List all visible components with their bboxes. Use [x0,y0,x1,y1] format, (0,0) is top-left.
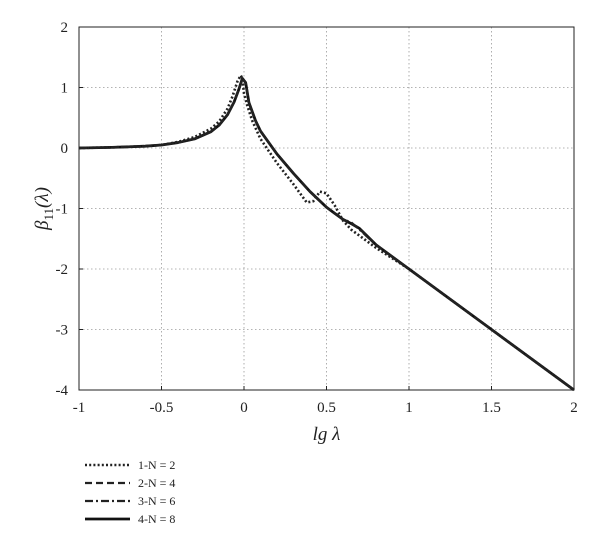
x-tick-label: 0.5 [317,400,336,416]
y-tick-label: -3 [56,323,69,339]
y-tick-label: -1 [56,202,69,218]
series-lines [78,74,575,392]
y-axis-label: β11(λ) [32,187,56,231]
y-axis-label-sub: 11 [41,208,56,221]
x-tick-label: -1 [73,400,86,416]
legend-label-1: 1-N = 2 [138,458,175,472]
x-tick-label: 1 [405,400,413,416]
y-axis-ticks: -4 -3 -2 -1 0 1 2 [56,20,83,399]
x-tick-label: 0 [240,400,248,416]
series-line-2 [78,77,575,391]
y-tick-label: 2 [61,20,69,36]
y-tick-label: -2 [56,262,69,278]
y-axis-label-main: β [32,220,53,231]
x-axis-label: lg λ [313,424,341,445]
x-axis-ticks: -1 -0.5 0 0.5 1 1.5 2 [73,386,578,416]
y-tick-label: 1 [61,81,69,97]
series-line-1 [78,74,575,392]
x-tick-label: 2 [570,400,578,416]
x-tick-label: 1.5 [482,400,501,416]
x-tick-label: -0.5 [150,400,174,416]
legend-label-4: 4-N = 8 [138,512,175,526]
legend-label-3: 3-N = 6 [138,494,175,508]
legend: 1-N = 2 2-N = 4 3-N = 6 4-N = 8 [85,458,175,526]
y-tick-label: 0 [61,141,69,157]
legend-label-2: 2-N = 4 [138,476,175,490]
y-tick-label: -4 [56,383,69,399]
y-axis-label-arg: (λ) [32,187,53,208]
